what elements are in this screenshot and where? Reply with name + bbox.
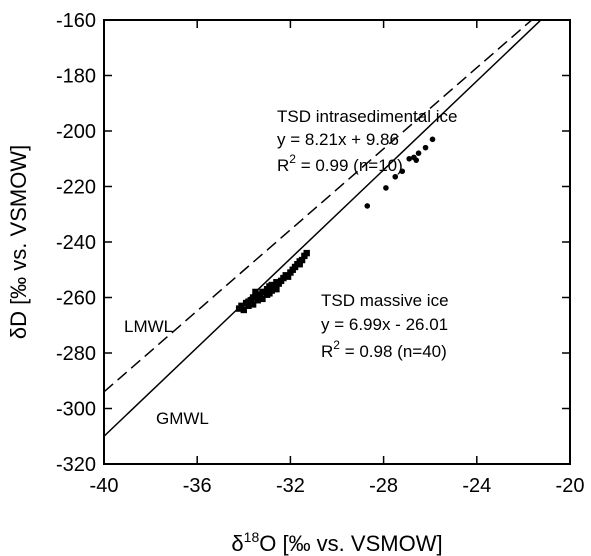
massive-equation: y = 6.99x - 26.01	[321, 315, 448, 334]
intrasedimental-ice-point	[406, 155, 413, 162]
gmwl-line	[104, 20, 542, 437]
y-tick-label: -180	[56, 66, 96, 88]
x-tick-label: -24	[462, 475, 491, 497]
x-tick-label: -32	[276, 475, 305, 497]
intrasedimental-ice-point	[364, 203, 371, 209]
massive-ice-point	[249, 294, 257, 301]
intrasedimental-ice-point	[392, 173, 399, 180]
axis-ticks: -40 -36 -32 -28 -24 -20 -160 -180 -200 -220 -240 -2…	[56, 10, 584, 497]
lmwl-line	[104, 20, 533, 393]
massive-r2-sup: 2	[333, 338, 340, 352]
intrasedimental-ice-point	[383, 185, 389, 191]
x-tick-label: -20	[556, 475, 585, 497]
y-tick-label: -280	[56, 343, 96, 365]
x-tick-label: -40	[90, 475, 119, 497]
intrasedimental-r2-rest: = 0.99 (n=10)	[296, 156, 403, 175]
y-tick-label: -220	[56, 177, 96, 199]
massive-ice-point	[268, 287, 275, 294]
intrasedimental-ice-point	[422, 144, 429, 151]
massive-r2-rest: = 0.98 (n=40)	[340, 342, 447, 361]
intrasedimental-title: TSD intrasedimental ice	[277, 107, 457, 126]
massive-ice-point	[245, 302, 252, 310]
intrasedimental-r2-sup: 2	[289, 152, 296, 166]
massive-ice-point	[303, 249, 310, 257]
x-axis-title: δ18O [‰ vs. VSMOW]	[231, 529, 442, 556]
y-tick-label: -300	[56, 399, 96, 421]
massive-ice-point	[298, 256, 306, 264]
x-axis-title-pre: δ	[231, 531, 243, 556]
intrasedimental-ice-point	[429, 136, 436, 143]
massive-ice-point	[273, 279, 280, 286]
intrasedimental-ice-point	[399, 168, 406, 175]
massive-ice-point	[289, 266, 296, 273]
y-axis-title: δD [‰ vs. VSMOW]	[6, 145, 31, 339]
y-tick-label: -200	[56, 121, 96, 143]
massive-ice-point	[259, 288, 266, 296]
y-tick-label: -260	[56, 288, 96, 310]
massive-ice-point	[273, 285, 280, 293]
massive-ice-point	[284, 273, 292, 280]
intrasedimental-ice-point	[413, 157, 420, 163]
x-tick-label: -36	[183, 475, 212, 497]
massive-ice-point	[238, 302, 245, 310]
y-tick-label: -240	[56, 232, 96, 254]
intrasedimental-ice-point	[415, 150, 422, 156]
massive-ice-point	[256, 294, 264, 301]
massive-title: TSD massive ice	[321, 291, 449, 310]
intrasedimental-r2-prefix: R	[277, 156, 289, 175]
massive-ice-point	[268, 281, 275, 289]
x-tick-label: -28	[369, 475, 398, 497]
x-axis-title-sup: 18	[244, 529, 260, 545]
reference-lines	[104, 20, 542, 437]
intrasedimental-r2: R2 = 0.99 (n=10)	[277, 152, 403, 175]
data-points	[235, 136, 436, 314]
x-axis-title-post: O [‰ vs. VSMOW]	[259, 531, 442, 556]
intrasedimental-equation: y = 8.21x + 9.86	[277, 130, 399, 149]
y-tick-label: -320	[56, 454, 96, 476]
y-tick-label: -160	[56, 10, 96, 32]
massive-ice-point	[245, 298, 252, 305]
lmwl-label: LMWL	[124, 317, 173, 336]
massive-r2: R2 = 0.98 (n=40)	[321, 338, 447, 361]
massive-ice-point	[249, 301, 257, 308]
plot-frame	[103, 19, 571, 465]
massive-r2-prefix: R	[321, 342, 333, 361]
gmwl-label: GMWL	[156, 409, 209, 428]
massive-ice-point	[252, 288, 259, 296]
massive-ice-point	[240, 306, 247, 314]
massive-ice-point	[296, 261, 303, 268]
